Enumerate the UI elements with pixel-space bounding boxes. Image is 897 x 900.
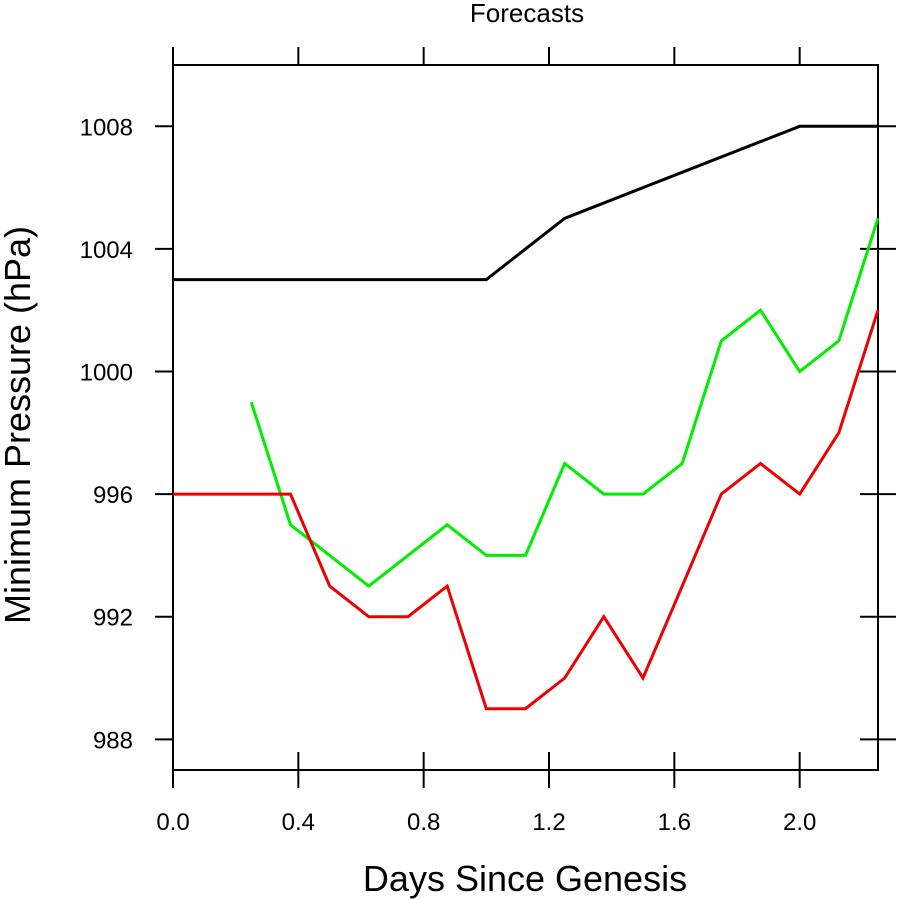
ticks	[155, 47, 896, 788]
x-tick-label: 1.2	[532, 809, 565, 836]
y-tick-label: 1004	[80, 237, 133, 264]
series-line-1	[173, 124, 878, 282]
y-tick-label: 996	[93, 482, 133, 509]
series-line-3	[173, 309, 880, 711]
series-lines	[173, 124, 880, 711]
tick-labels: 0.0 0.4 0.8 1.2 1.6 2.0 988 992 996 1000 1004 1008	[80, 114, 817, 836]
x-tick-label: 0.0	[156, 809, 189, 836]
y-tick-label: 1000	[80, 360, 133, 387]
x-tick-label: 2.0	[783, 809, 816, 836]
x-tick-label: 1.6	[658, 809, 691, 836]
y-tick-label: 992	[93, 605, 133, 632]
y-tick-label: 988	[93, 727, 133, 754]
plot-frame	[172, 64, 879, 771]
y-axis-label: Minimum Pressure (hPa)	[0, 226, 38, 624]
x-tick-label: 0.8	[407, 809, 440, 836]
x-tick-label: 0.4	[282, 809, 315, 836]
series-line-2	[249, 217, 880, 589]
y-tick-label: 1008	[80, 114, 133, 141]
x-axis-label: Days Since Genesis	[363, 858, 687, 899]
chart-title: Forecasts	[470, 0, 584, 28]
